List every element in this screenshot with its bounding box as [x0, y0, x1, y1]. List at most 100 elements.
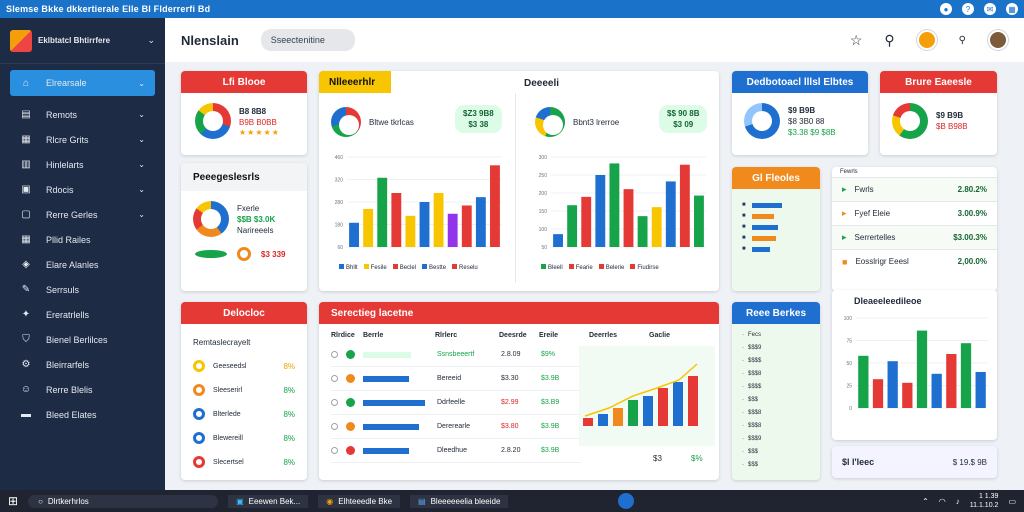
document-icon: ▦ — [21, 134, 31, 145]
card-value-list: Reee Berkes · Fecs · $$$9 · $$$$ · $$$8 · $$$$ · $$… — [732, 302, 820, 480]
column-header[interactable]: Deesrde — [499, 332, 527, 339]
bar — [751, 224, 778, 230]
chevron-down-icon[interactable]: ⌄ — [138, 185, 145, 194]
location-icon[interactable]: ⚲ — [958, 34, 966, 46]
user-avatar[interactable] — [988, 30, 1008, 50]
card-subvalue: B9B B0BB — [239, 117, 277, 127]
table-row[interactable]: Bereeid $3.30 $3.9B — [331, 367, 581, 391]
wifi-icon[interactable]: ◠ — [938, 496, 946, 506]
sidebar-item[interactable]: ✎ Serrsuls — [0, 277, 165, 302]
mail-icon[interactable]: ✉ — [984, 3, 996, 15]
list-item[interactable]: Slecertsel 8% — [193, 450, 295, 474]
notification-icon[interactable]: ▭ — [1008, 496, 1016, 506]
start-button[interactable]: ⊞ — [8, 494, 18, 508]
radio-button[interactable] — [331, 447, 338, 454]
radio-button[interactable] — [331, 423, 338, 430]
sidebar-item[interactable]: ▥ Hinlelarts ⌄ — [0, 152, 165, 177]
table-row[interactable]: Dleedhue 2.8.20 $3.9B — [331, 439, 581, 463]
card-summary-5: Brure Eaeesle $9 B9B $B B98B — [880, 71, 997, 155]
column-header[interactable]: Rlrlerc — [435, 332, 458, 339]
sidebar-item[interactable]: ▢ Rerre Gerles ⌄ — [0, 202, 165, 227]
row-bar — [363, 447, 409, 454]
taskbar-app-3[interactable]: ▤ Bleeeeeelia bleeide — [410, 494, 509, 508]
sidebar-item[interactable]: ☺ Rerre Blelis — [0, 377, 165, 402]
list-item[interactable]: Blewereill 8% — [193, 426, 295, 450]
grid-icon[interactable]: ▦ — [1006, 3, 1018, 15]
column-header[interactable]: Rlrdice — [331, 332, 355, 339]
bar — [679, 164, 690, 247]
card-summary-1: Lfi Blooe B8 8B8 B9B B0BB ★★★★★ — [181, 71, 307, 155]
table-row[interactable]: Ssnsbeeertf 2.8.09 $9% — [331, 343, 581, 367]
card-bar-chart: Dleaeeleedileoe 100 75 50 25 0 — [832, 290, 997, 440]
radio-button[interactable] — [331, 399, 338, 406]
column-header[interactable]: Gaclie — [649, 332, 671, 339]
list-item[interactable]: ▸ Serrertelles $3.00.3% — [832, 225, 997, 249]
taskbar-search[interactable]: ○ Dlrtkerhrlos — [28, 494, 219, 508]
list-item[interactable]: Remtaslecrayelt — [193, 330, 295, 354]
table-row[interactable]: Dererearle $3.80 $3.9B — [331, 415, 581, 439]
item-value: $$$ — [748, 448, 759, 455]
column-header[interactable]: Ereile — [539, 332, 559, 339]
sidebar-item[interactable]: ▦ Pllid Railes — [0, 227, 165, 252]
chevron-down-icon[interactable]: ⌄ — [138, 110, 145, 119]
sidebar-item[interactable]: ⚙ Bleirrarfels — [0, 352, 165, 377]
card-header: Reee Berkes — [732, 302, 820, 324]
help-icon[interactable]: ? — [962, 3, 974, 15]
row-name: Dleedhue — [437, 447, 467, 454]
sidebar-item[interactable]: ▣ Rdocis ⌄ — [0, 177, 165, 202]
bar — [960, 343, 972, 408]
column-header[interactable]: Deerrles — [589, 332, 618, 339]
list-item[interactable]: Geeseedsl 8% — [193, 354, 295, 378]
chevron-down-icon[interactable]: ⌄ — [138, 78, 145, 88]
list-item[interactable]: Sleeserirl 8% — [193, 378, 295, 402]
search-input[interactable] — [260, 29, 355, 51]
list-item[interactable]: ▸ Fwrls 2.80.2% — [832, 177, 997, 201]
legend-label: Bestte — [429, 265, 447, 271]
taskbar-app-1[interactable]: ▣ Eeewen Bek... — [228, 494, 309, 508]
taskbar-app-4[interactable] — [618, 493, 635, 509]
bar — [609, 163, 620, 247]
list-item[interactable]: ▸ Fyef Eleie 3.00.9% — [832, 201, 997, 225]
volume-icon[interactable]: ♪ — [955, 496, 960, 506]
list-item: ■ — [742, 213, 810, 219]
item-value: $3.00.3% — [953, 233, 987, 242]
search-icon[interactable]: ⚲ — [884, 31, 895, 48]
item-icon: ▸ — [842, 208, 847, 218]
sidebar-item[interactable]: ◈ Elare Alanles — [0, 252, 165, 277]
bar — [583, 418, 593, 426]
radio-button[interactable] — [331, 351, 338, 358]
chevron-up-icon[interactable]: ⌃ — [922, 496, 929, 506]
sidebar-item[interactable]: ▤ Remots ⌄ — [0, 102, 165, 127]
bullet-icon: ■ — [742, 235, 746, 241]
sidebar-item[interactable]: ⌂ Elrearsale ⌄ — [10, 70, 155, 96]
y-tick-label: 280 — [335, 200, 344, 206]
list-item[interactable]: ■ Eosslrigr Eeesl 2,00.0% — [832, 249, 997, 273]
row-icon — [346, 350, 355, 359]
stat-label: Bbnt3 lrerroe — [573, 117, 620, 127]
chevron-down-icon[interactable]: ⌄ — [138, 210, 145, 219]
sidebar-item[interactable]: ✦ Ereratrlells — [0, 302, 165, 327]
avatar[interactable] — [916, 30, 937, 50]
star-icon[interactable]: ☆ — [849, 31, 863, 48]
card-header: Serectieg lacetne — [319, 302, 719, 324]
sidebar-item[interactable]: ⛉ Bienel Berlilces — [0, 327, 165, 352]
brand[interactable]: Eklbtatcl Bhtirrfere ⌄ — [0, 18, 165, 64]
chevron-down-icon[interactable]: ⌄ — [138, 135, 145, 144]
y-tick-label: 180 — [335, 223, 344, 229]
taskbar-app-2[interactable]: ◉ Elhteeedle Bke — [318, 494, 401, 508]
chevron-down-icon[interactable]: ⌄ — [138, 160, 145, 169]
bar — [651, 207, 662, 247]
sidebar-item[interactable]: ▦ Rlcre Grits ⌄ — [0, 127, 165, 152]
sidebar-item[interactable]: ▬ Bleed Elates — [0, 402, 165, 427]
column-header[interactable]: Berrle — [363, 332, 384, 339]
chevron-down-icon[interactable]: ⌄ — [147, 35, 155, 45]
table-row[interactable]: Ddrfeelle $2.99 $3.B9 — [331, 391, 581, 415]
radio-button[interactable] — [331, 375, 338, 382]
ring-icon — [193, 456, 205, 468]
bar — [751, 246, 770, 252]
card-progress-list: Delocloc Remtaslecrayelt Geeseedsl 8% Slees… — [181, 302, 307, 480]
bullet-icon: · — [742, 344, 744, 351]
list-item[interactable]: Blterlede 8% — [193, 402, 295, 426]
bell-icon[interactable]: ● — [940, 3, 952, 15]
y-tick-label: 25 — [846, 384, 852, 390]
